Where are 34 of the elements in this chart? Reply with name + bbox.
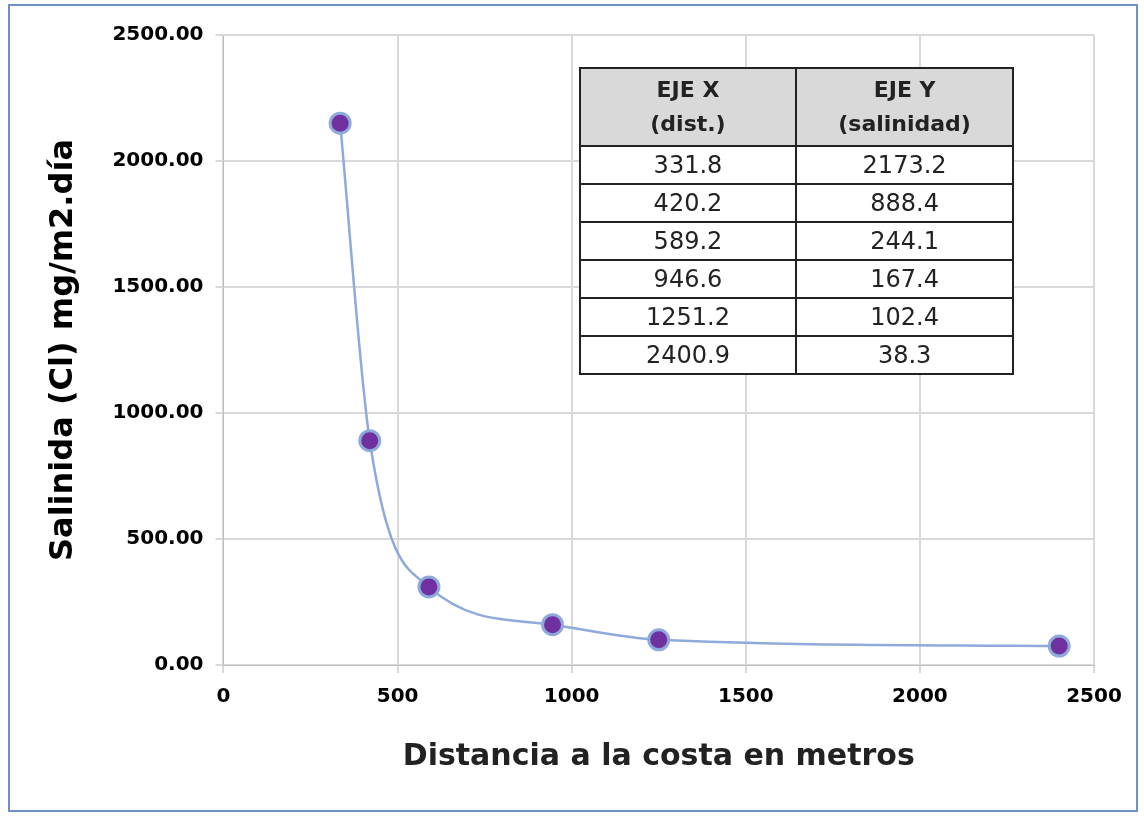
annotation: 420.2: [579, 183, 797, 222]
x-tick-label: 2000: [892, 683, 948, 708]
annotation: 244.1: [796, 221, 1013, 260]
annotation: 167.4: [796, 259, 1013, 298]
point: [417, 575, 441, 599]
annotation: EJE Y (salinidad): [796, 67, 1013, 146]
x-axis-title: Distancia a la costa en metros: [402, 736, 915, 772]
point: [358, 429, 382, 453]
annotation: 888.4: [796, 183, 1013, 222]
y-tick-label: 2500.00: [112, 21, 204, 46]
y-tick-label: 1000.00: [112, 399, 204, 424]
point: [328, 111, 352, 135]
y-tick-label: 1500.00: [112, 273, 204, 298]
annotation: 2173.2: [796, 145, 1013, 184]
annotation: EJE X (dist.): [579, 67, 797, 146]
annotation: 102.4: [796, 297, 1013, 336]
x-tick-label: 2500: [1066, 683, 1122, 708]
y-tick-label: 0.00: [154, 651, 204, 676]
y-tick-label: 500.00: [126, 525, 204, 550]
annotation: 2400.9: [579, 335, 797, 374]
annotation: 38.3: [796, 335, 1013, 374]
x-tick-label: 0: [216, 683, 231, 708]
x-tick-label: 500: [376, 683, 419, 708]
annotation: 946.6: [579, 259, 797, 298]
annotation: 1251.2: [579, 297, 797, 336]
point: [1047, 634, 1071, 658]
point: [541, 613, 565, 637]
annotation: 589.2: [579, 221, 797, 260]
x-tick-label: 1500: [717, 683, 774, 708]
annotation: 331.8: [579, 145, 797, 184]
x-tick-label: 1000: [543, 683, 600, 708]
point: [647, 628, 671, 652]
y-axis-title: Salinida (Cl) mg/m2.día: [41, 139, 80, 561]
y-tick-label: 2000.00: [112, 147, 204, 172]
